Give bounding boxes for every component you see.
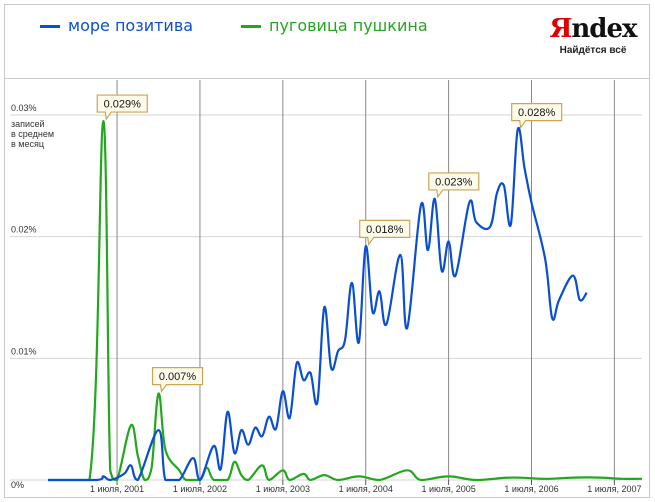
yandex-logo[interactable]: Яndex Найдётся всё: [549, 16, 637, 56]
x-tick-label: 1 июля, 2007: [587, 484, 641, 494]
legend-label-series-2: пуговица пушкина: [269, 16, 428, 35]
x-tick-label: 1 июля, 2003: [256, 484, 310, 494]
y-axis-label: записей в среднем в месяц: [11, 119, 54, 149]
y-tick-label: 0.03%: [11, 103, 37, 113]
y-tick-label: 0.01%: [11, 346, 37, 356]
logo-tagline: Найдётся всё: [559, 45, 627, 56]
peak-callout: 0.018%: [359, 219, 411, 246]
x-tick-label: 1 июля, 2004: [339, 484, 393, 494]
x-tick-label: 1 июля, 2005: [421, 484, 475, 494]
callout-bubble: [511, 103, 563, 130]
series-line-2: [48, 119, 643, 482]
legend-swatch-series-2: [241, 25, 261, 28]
peak-callout: 0.007%: [151, 367, 204, 394]
callout-bubble: [151, 367, 204, 394]
callout-label: 0.018%: [366, 224, 404, 236]
logo-mark-rest: ndex: [571, 14, 637, 44]
y-tick-label: 0%: [11, 480, 24, 490]
legend-item-series-2[interactable]: пуговица пушкина: [241, 16, 428, 35]
callout-bubble: [428, 172, 480, 199]
callout-label: 0.023%: [435, 176, 473, 188]
peak-callout: 0.029%: [96, 94, 148, 121]
y-tick-label: 0.02%: [11, 225, 37, 235]
logo-mark: Яndex: [549, 16, 637, 42]
callout-label: 0.028%: [518, 107, 556, 119]
x-tick-label: 1 июля, 2002: [173, 484, 227, 494]
callout-label: 0.007%: [159, 371, 197, 383]
x-tick-label: 1 июля, 2001: [90, 484, 144, 494]
series-line-1: [48, 126, 588, 482]
outer-border: [4, 4, 650, 498]
callout-bubble: [96, 94, 148, 121]
legend-swatch-series-1: [40, 25, 60, 28]
logo-mark-red: Я: [549, 14, 572, 44]
peak-callout: 0.023%: [428, 172, 480, 199]
peak-callout: 0.028%: [511, 103, 563, 130]
x-tick-label: 1 июля, 2006: [504, 484, 558, 494]
callout-label: 0.029%: [104, 99, 142, 111]
legend-label-series-1: море позитива: [68, 16, 194, 35]
callout-bubble: [359, 219, 411, 246]
legend-item-series-1[interactable]: море позитива: [40, 16, 193, 35]
